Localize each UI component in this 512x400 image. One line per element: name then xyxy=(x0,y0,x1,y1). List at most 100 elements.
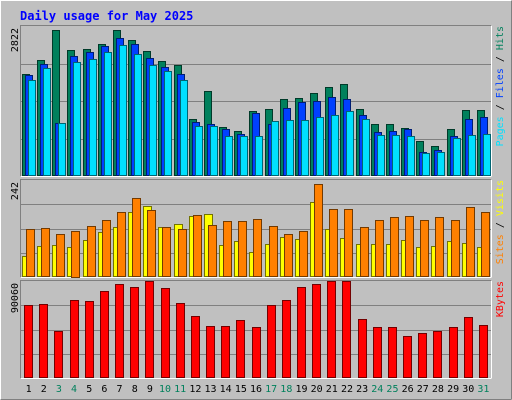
legend-hits: Hits xyxy=(495,26,506,50)
bar-pages xyxy=(28,80,36,176)
bar-sites xyxy=(41,228,50,277)
bar-pages xyxy=(422,153,430,176)
day-label: 3 xyxy=(56,384,62,395)
bar-pages xyxy=(89,59,97,176)
panel-legend: Pages / Files / Hits xyxy=(495,26,506,146)
panel-hits-files-pages: 2822 Pages / Files / Hits xyxy=(10,25,506,177)
bar-pages xyxy=(149,65,157,176)
bar-kbytes xyxy=(464,317,473,378)
bar-pages xyxy=(119,45,127,176)
bar-kbytes xyxy=(373,327,382,378)
bar-kbytes xyxy=(39,304,48,378)
bar-kbytes xyxy=(252,327,261,378)
bar-sites xyxy=(420,220,429,277)
bar-sites xyxy=(314,184,323,277)
bar-kbytes xyxy=(267,305,276,378)
bar-sites xyxy=(238,221,247,277)
bar-pages xyxy=(392,135,400,176)
bar-sites xyxy=(162,227,171,277)
bar-kbytes xyxy=(145,281,154,378)
legend-sites: Sites xyxy=(495,234,506,264)
bar-pages xyxy=(73,62,81,176)
day-label: 8 xyxy=(132,384,138,395)
bar-pages xyxy=(453,138,461,176)
bar-sites xyxy=(87,226,96,277)
day-label: 6 xyxy=(101,384,107,395)
bar-kbytes xyxy=(176,303,185,378)
bar-pages xyxy=(286,120,294,176)
bar-pages xyxy=(225,136,233,176)
bar-sites xyxy=(284,234,293,277)
bar-pages xyxy=(437,152,445,176)
bar-pages xyxy=(210,126,218,176)
bar-sites xyxy=(329,209,338,277)
bar-kbytes xyxy=(358,319,367,378)
bar-sites xyxy=(269,226,278,277)
bar-pages xyxy=(164,71,172,176)
bar-pages xyxy=(104,52,112,176)
legend-visits: Visits xyxy=(495,180,506,216)
day-label: 31 xyxy=(477,384,489,395)
day-label: 13 xyxy=(204,384,216,395)
bar-pages xyxy=(43,68,51,176)
max-value-label: 90060 xyxy=(10,283,21,313)
bar-pages xyxy=(58,123,66,176)
bar-sites xyxy=(56,234,65,277)
bar-sites xyxy=(375,220,384,277)
bar-kbytes xyxy=(85,301,94,378)
day-label: 29 xyxy=(447,384,459,395)
day-label: 17 xyxy=(265,384,277,395)
day-label: 27 xyxy=(417,384,429,395)
bar-pages xyxy=(377,135,385,176)
bar-pages xyxy=(362,119,370,176)
bar-pages xyxy=(240,136,248,176)
bar-kbytes xyxy=(70,300,79,378)
day-label: 20 xyxy=(311,384,323,395)
bar-pages xyxy=(331,115,339,176)
bar-sites xyxy=(390,217,399,277)
bar-kbytes xyxy=(206,326,215,378)
day-label: 7 xyxy=(117,384,123,395)
day-label: 18 xyxy=(280,384,292,395)
day-label: 12 xyxy=(189,384,201,395)
bar-kbytes xyxy=(161,288,170,378)
bar-kbytes xyxy=(403,336,412,378)
bar-kbytes xyxy=(115,284,124,378)
day-label: 16 xyxy=(250,384,262,395)
bar-sites xyxy=(253,219,262,277)
legend-files: Files xyxy=(495,68,506,98)
bar-sites xyxy=(451,220,460,277)
panel-kbytes: 90060 KBytes xyxy=(10,280,506,379)
bar-sites xyxy=(193,215,202,277)
bar-sites xyxy=(299,231,308,277)
day-label: 23 xyxy=(356,384,368,395)
day-label: 5 xyxy=(86,384,92,395)
bar-pages xyxy=(271,121,279,176)
bar-kbytes xyxy=(191,316,200,378)
bar-kbytes xyxy=(433,331,442,378)
bar-kbytes xyxy=(297,287,306,378)
panel-visits-sites: 242 Sites / Visits xyxy=(10,179,506,278)
panel-legend: KBytes xyxy=(495,281,506,317)
day-label: 22 xyxy=(341,384,353,395)
bar-kbytes xyxy=(418,333,427,378)
legend-separator: / xyxy=(495,50,506,68)
bar-pages xyxy=(483,134,491,176)
chart-title: Daily usage for May 2025 xyxy=(20,9,193,23)
bar-kbytes xyxy=(479,325,488,378)
day-label: 11 xyxy=(174,384,186,395)
bar-kbytes xyxy=(54,331,63,378)
bar-sites xyxy=(26,229,35,277)
panel-legend: Sites / Visits xyxy=(495,180,506,264)
bar-kbytes xyxy=(388,327,397,378)
bar-sites xyxy=(344,209,353,277)
bar-kbytes xyxy=(312,284,321,378)
bar-kbytes xyxy=(130,287,139,378)
bar-sites xyxy=(481,212,490,277)
day-label: 9 xyxy=(147,384,153,395)
bar-pages xyxy=(255,136,263,176)
bar-pages xyxy=(407,136,415,176)
bar-sites xyxy=(132,198,141,277)
bar-sites xyxy=(208,225,217,277)
day-label: 30 xyxy=(462,384,474,395)
